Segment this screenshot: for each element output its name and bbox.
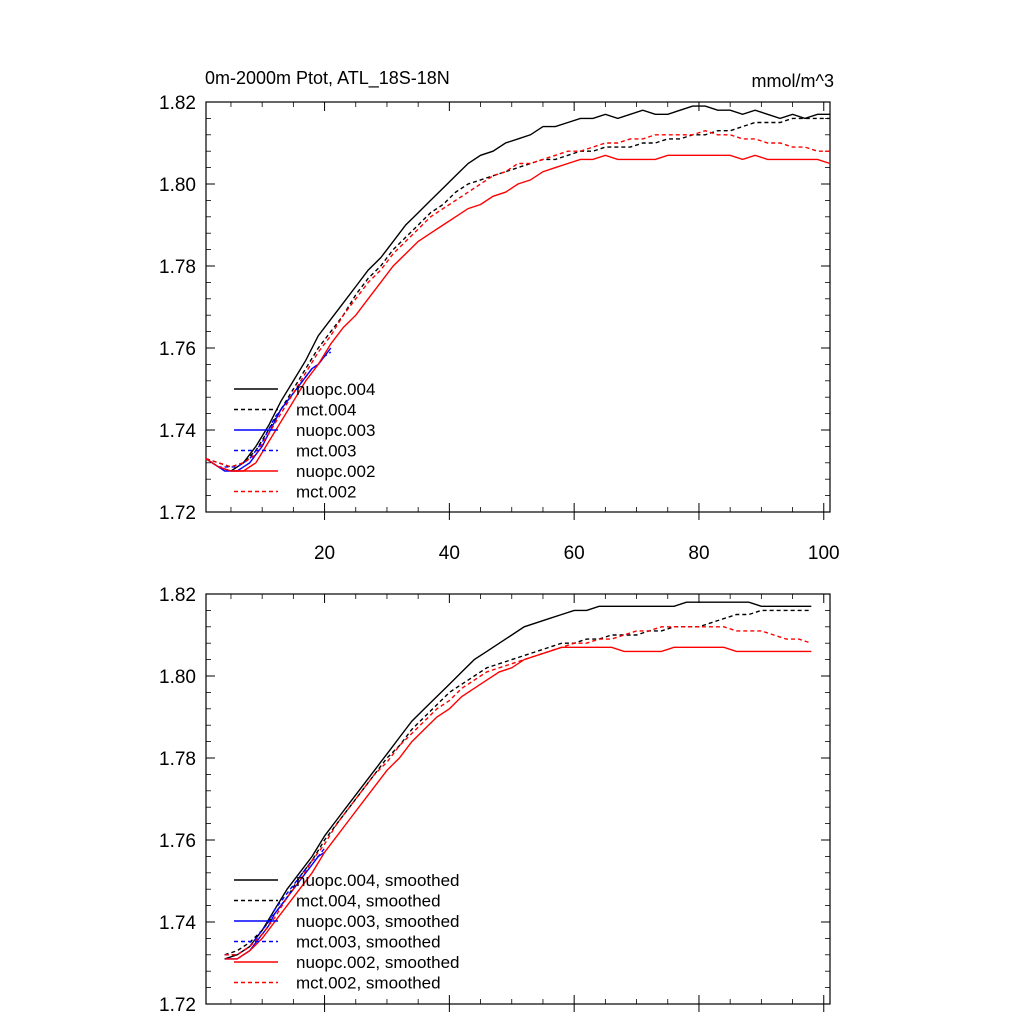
y-tick-label: 1.82 [159, 93, 196, 114]
x-tick-label: 100 [808, 543, 840, 564]
y-tick-label: 1.76 [159, 831, 196, 852]
y-tick-label: 1.82 [159, 585, 196, 606]
plot-frame [205, 101, 831, 513]
legend-label: nuopc.003, smoothed [296, 912, 460, 931]
chart-title: 0m-2000m Ptot, ATL_18S-18N [205, 68, 450, 89]
y-tick-label: 1.78 [159, 257, 196, 278]
legend-label: mct.004 [296, 401, 356, 420]
legend-label: nuopc.004 [296, 380, 375, 399]
y-tick-label: 1.72 [159, 503, 196, 524]
y-tick-label: 1.74 [159, 421, 196, 442]
x-tick-label: 60 [564, 543, 585, 564]
series-line-mct-003 [205, 351, 332, 468]
x-tick-label: 40 [439, 543, 460, 564]
series-line-nuopc-004 [205, 105, 830, 472]
y-tick-label: 1.76 [159, 339, 196, 360]
y-tick-label: 1.78 [159, 749, 196, 770]
legend-label: mct.003, smoothed [296, 933, 441, 952]
y-tick-label: 1.80 [159, 175, 196, 196]
units-label: mmol/m^3 [752, 71, 834, 91]
series-line-mct-002 [205, 129, 830, 468]
legend-label: nuopc.002, smoothed [296, 953, 460, 972]
series-line-mct-004 [205, 117, 830, 468]
y-tick-label: 1.80 [159, 667, 196, 688]
y-tick-label: 1.74 [159, 913, 196, 934]
legend-label: nuopc.003 [296, 421, 375, 440]
top-panel: 1.72 1.74 1.76 1.78 1.80 1.82 20 40 60 80 100 nuopc… [159, 93, 840, 564]
series-line-nuopc-004-smoothed [224, 601, 812, 960]
legend-label: mct.002 [296, 483, 356, 502]
series-line-nuopc-002-smoothed [224, 646, 812, 960]
bottom-panel: 1.72 1.74 1.76 1.78 1.80 1.82 nuopc.004, smoot… [159, 585, 831, 1016]
x-tick-label: 20 [314, 543, 335, 564]
legend-label: mct.002, smoothed [296, 974, 441, 993]
plot-frame [205, 593, 831, 1005]
legend-label: mct.004, smoothed [296, 892, 441, 911]
legend-label: mct.003 [296, 442, 356, 461]
legend-label: nuopc.004, smoothed [296, 871, 460, 890]
x-tick-label: 80 [688, 543, 709, 564]
legend-label: nuopc.002 [296, 462, 375, 481]
series-line-nuopc-002 [205, 154, 831, 472]
y-tick-label: 1.72 [159, 995, 196, 1016]
